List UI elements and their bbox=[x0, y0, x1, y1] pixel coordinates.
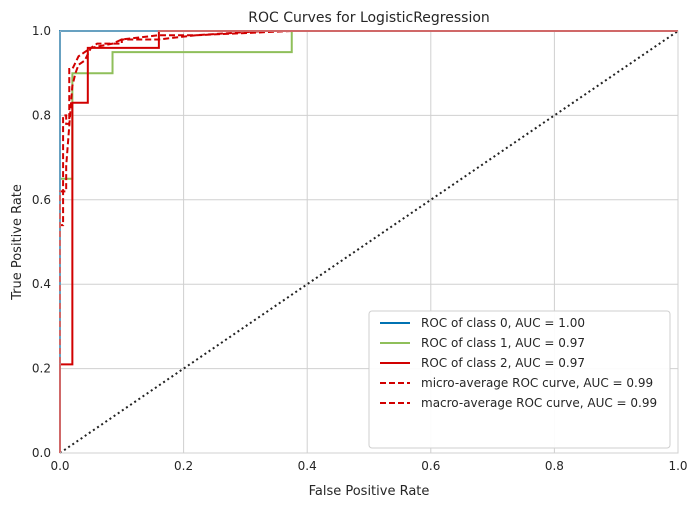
series-line-4 bbox=[59, 30, 678, 453]
x-tick-label: 0.8 bbox=[545, 459, 564, 473]
legend-entry: macro-average ROC curve, AUC = 0.99 bbox=[421, 396, 657, 410]
x-tick-label: 1.0 bbox=[668, 459, 687, 473]
legend-entry: ROC of class 2, AUC = 0.97 bbox=[421, 356, 585, 370]
y-tick-label: 0.2 bbox=[32, 362, 51, 376]
series-line-1 bbox=[59, 30, 678, 453]
y-tick-label: 0.8 bbox=[32, 108, 51, 122]
x-axis-label: False Positive Rate bbox=[309, 484, 430, 499]
plot-border bbox=[59, 30, 679, 454]
y-tick-label: 0.4 bbox=[32, 277, 51, 291]
legend-entry: ROC of class 1, AUC = 0.97 bbox=[421, 336, 585, 350]
x-tick-label: 0.6 bbox=[421, 459, 440, 473]
legend: ROC of class 0, AUC = 1.00 ROC of class 1… bbox=[368, 310, 671, 449]
y-tick-label: 0.0 bbox=[32, 446, 51, 460]
x-tick-label: 0.2 bbox=[174, 459, 193, 473]
x-tick-label: 0.4 bbox=[298, 459, 317, 473]
y-axis-label: True Positive Rate bbox=[10, 184, 25, 301]
x-tick-label: 0.0 bbox=[50, 459, 69, 473]
chart-title: ROC Curves for LogisticRegression bbox=[248, 10, 490, 26]
legend-entry: micro-average ROC curve, AUC = 0.99 bbox=[421, 376, 653, 390]
legend-box bbox=[368, 310, 671, 449]
series-line-2 bbox=[59, 30, 678, 453]
y-tick-label: 0.6 bbox=[32, 193, 51, 207]
legend-entry: ROC of class 0, AUC = 1.00 bbox=[421, 316, 585, 330]
y-tick-label: 1.0 bbox=[32, 24, 51, 38]
ticks: 0.0 0.2 0.4 0.6 0.8 1.0 0.0 0.2 0.4 0.6 0.8 1.0 bbox=[32, 24, 688, 473]
